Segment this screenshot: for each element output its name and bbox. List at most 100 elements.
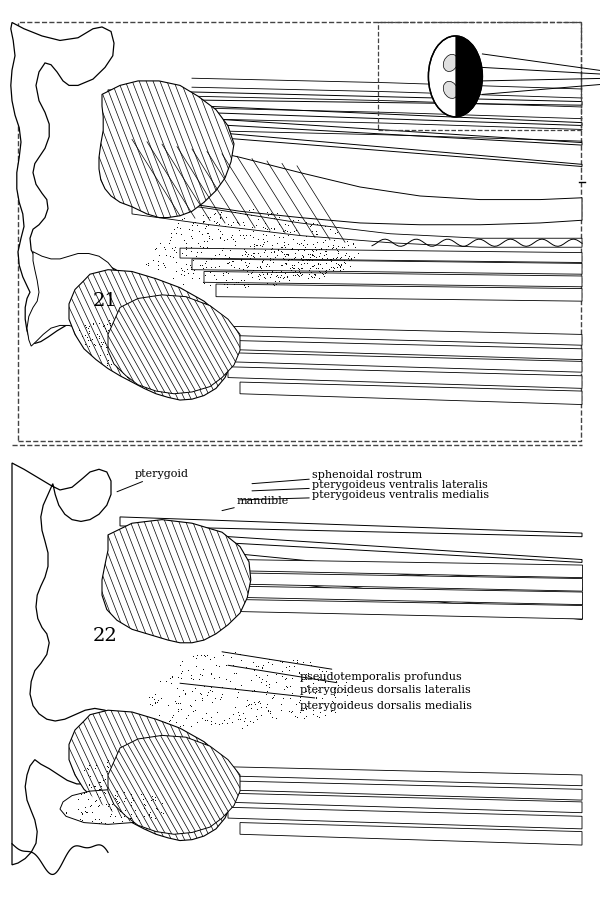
Point [262, 234, 271, 248]
Point [187, 337, 197, 352]
Point [180, 329, 190, 343]
Point [84, 777, 94, 791]
Ellipse shape [443, 55, 458, 71]
Point [276, 703, 286, 717]
Point [107, 765, 117, 779]
Point [289, 261, 299, 275]
Point [94, 782, 104, 797]
Point [286, 226, 295, 240]
Point [320, 675, 329, 690]
Point [110, 766, 119, 780]
Point [254, 212, 263, 227]
Point [279, 238, 289, 253]
Point [332, 244, 341, 258]
Point [167, 671, 177, 685]
Polygon shape [69, 710, 234, 841]
Point [285, 679, 295, 693]
Point [148, 690, 157, 704]
Point [214, 804, 223, 818]
Point [246, 266, 256, 280]
Point [206, 714, 216, 728]
Point [268, 276, 278, 290]
Point [107, 323, 117, 337]
Point [142, 805, 152, 819]
Point [181, 788, 191, 803]
Point [206, 363, 215, 378]
Point [179, 766, 188, 780]
Point [138, 768, 148, 782]
Point [178, 212, 187, 227]
Point [304, 682, 314, 697]
Point [167, 709, 177, 724]
Point [158, 766, 168, 780]
Point [139, 788, 148, 802]
Point [158, 775, 168, 789]
Point [159, 339, 169, 353]
Point [260, 243, 270, 257]
Point [152, 695, 162, 709]
Point [192, 218, 202, 232]
Point [173, 349, 182, 363]
Point [320, 218, 330, 233]
Point [296, 705, 305, 719]
Point [270, 250, 280, 264]
Point [259, 232, 268, 246]
Point [254, 232, 263, 246]
Point [87, 814, 97, 828]
Polygon shape [108, 295, 240, 394]
Point [259, 245, 269, 259]
Point [103, 323, 113, 337]
Point [268, 263, 277, 278]
Point [186, 239, 196, 254]
Point [326, 253, 335, 267]
Point [197, 691, 206, 706]
Point [73, 792, 83, 806]
Point [283, 248, 292, 263]
Point [190, 702, 200, 717]
Point [174, 787, 184, 801]
Point [163, 698, 173, 712]
Point [292, 266, 302, 280]
Point [165, 767, 175, 781]
Point [196, 258, 205, 272]
Point [185, 257, 194, 271]
Point [152, 335, 162, 350]
Point [176, 671, 186, 685]
Point [287, 671, 297, 685]
Point [83, 761, 92, 775]
Point [222, 255, 232, 270]
Point [262, 248, 272, 263]
Point [332, 225, 342, 239]
Point [248, 202, 258, 217]
Polygon shape [192, 766, 582, 786]
Point [123, 354, 133, 369]
Point [159, 775, 169, 789]
Point [165, 249, 175, 263]
Point [353, 246, 362, 261]
Point [193, 648, 202, 663]
Point [285, 261, 295, 275]
Point [204, 228, 214, 243]
Point [215, 359, 225, 373]
Point [127, 361, 137, 376]
Point [242, 263, 252, 278]
Point [305, 218, 315, 233]
Point [311, 223, 321, 237]
Point [263, 208, 272, 222]
Point [100, 335, 110, 350]
Point [287, 704, 297, 718]
Point [197, 227, 206, 241]
Point [278, 271, 288, 286]
Point [223, 266, 233, 280]
Point [277, 669, 287, 683]
Point [280, 217, 290, 231]
Point [308, 236, 317, 251]
Point [269, 221, 279, 236]
Polygon shape [228, 807, 582, 829]
Point [297, 253, 307, 267]
Point [239, 714, 248, 728]
Point [191, 353, 200, 368]
Point [179, 264, 188, 279]
Point [263, 704, 273, 718]
Point [126, 787, 136, 801]
